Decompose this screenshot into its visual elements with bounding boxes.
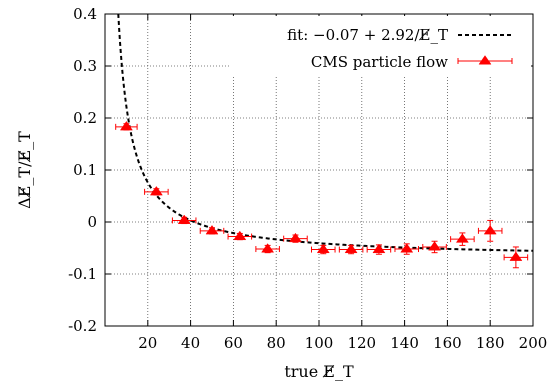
triangle-marker	[344, 243, 358, 254]
triangle-marker	[149, 186, 163, 196]
y-tick-label: -0.2	[68, 317, 97, 335]
data-point	[283, 232, 308, 243]
legend: fit: −0.07 + 2.92/E̸_T CMS particle flow	[230, 16, 531, 76]
x-axis-title: true E̸_T	[284, 362, 354, 381]
x-tick-label: 160	[433, 334, 462, 352]
triangle-marker	[483, 225, 497, 235]
data-point	[366, 243, 392, 255]
triangle-marker	[119, 121, 133, 131]
data-point	[394, 243, 420, 255]
x-tick-label: 40	[181, 334, 200, 352]
data-point	[311, 243, 336, 255]
x-tick-label: 100	[305, 334, 334, 352]
data-point	[199, 225, 225, 235]
legend-triangle-marker	[478, 55, 492, 65]
fit-curve	[117, 14, 534, 252]
x-tick-label: 140	[390, 334, 419, 352]
fit-curve-layer	[117, 14, 534, 252]
triangle-marker	[177, 214, 191, 224]
y-tick-label: -0.1	[68, 265, 97, 283]
y-axis-title: ΔE̸_T/E̸_T	[15, 131, 34, 209]
data-point	[227, 230, 253, 241]
legend-pf-symbol	[457, 55, 513, 65]
triangle-marker	[233, 230, 247, 241]
data-point	[477, 219, 503, 242]
data-points-layer	[115, 121, 529, 269]
triangle-marker	[261, 243, 275, 253]
data-point	[255, 243, 280, 254]
triangle-marker	[509, 251, 523, 261]
data-point	[171, 214, 197, 225]
triangle-marker	[288, 232, 302, 243]
data-point	[144, 186, 169, 196]
data-point	[115, 121, 138, 131]
x-tick-label: 200	[519, 334, 548, 352]
y-tick-label: 0	[87, 213, 97, 231]
data-point	[422, 240, 447, 254]
x-tick-label: 120	[347, 334, 376, 352]
y-tick-label: 0.3	[73, 57, 97, 75]
x-tick-label: 80	[267, 334, 286, 352]
data-point	[503, 246, 529, 269]
legend-fit-label: fit: −0.07 + 2.92/E̸_T	[287, 26, 448, 44]
tick-labels: 20 40 60 80 100 120 140 160 180 200 -0.2 -0.1 0 0.1 0.…	[68, 5, 547, 352]
data-point	[450, 232, 475, 246]
triangle-marker	[455, 233, 469, 243]
y-tick-label: 0.4	[73, 5, 97, 23]
x-tick-label: 180	[476, 334, 505, 352]
triangle-marker	[372, 243, 386, 254]
triangle-marker	[400, 243, 414, 253]
y-tick-label: 0.1	[73, 161, 97, 179]
legend-background	[230, 16, 531, 76]
triangle-marker	[205, 225, 219, 235]
x-tick-label: 60	[224, 334, 243, 352]
data-point	[338, 243, 364, 255]
legend-pf-label: CMS particle flow	[311, 53, 448, 71]
y-tick-label: 0.2	[73, 109, 97, 127]
x-tick-label: 20	[138, 334, 157, 352]
triangle-marker	[316, 243, 330, 254]
triangle-marker	[428, 241, 442, 251]
